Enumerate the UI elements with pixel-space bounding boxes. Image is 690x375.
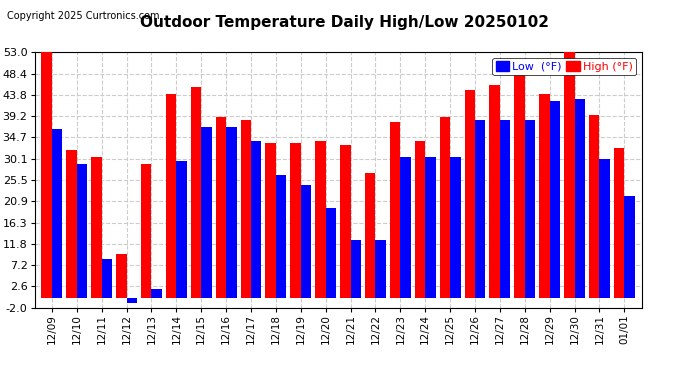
Bar xyxy=(365,173,375,298)
Bar xyxy=(290,143,301,298)
Bar xyxy=(91,157,101,298)
Bar xyxy=(475,120,486,298)
Bar xyxy=(276,176,286,298)
Bar xyxy=(52,129,62,298)
Bar xyxy=(614,147,624,298)
Bar xyxy=(390,122,400,298)
Bar xyxy=(589,115,600,298)
Bar xyxy=(116,254,126,298)
Bar xyxy=(326,208,336,298)
Bar xyxy=(375,240,386,298)
Text: Outdoor Temperature Daily High/Low 20250102: Outdoor Temperature Daily High/Low 20250… xyxy=(141,15,549,30)
Bar xyxy=(425,157,435,298)
Bar xyxy=(489,85,500,298)
Bar xyxy=(152,289,162,298)
Bar xyxy=(539,94,550,298)
Bar xyxy=(126,298,137,303)
Bar xyxy=(301,184,311,298)
Legend: Low  (°F), High (°F): Low (°F), High (°F) xyxy=(493,58,636,75)
Bar xyxy=(524,120,535,298)
Bar xyxy=(177,162,187,298)
Bar xyxy=(351,240,361,298)
Bar xyxy=(216,117,226,298)
Bar xyxy=(315,141,326,298)
Bar xyxy=(450,157,460,298)
Bar xyxy=(340,145,351,298)
Bar xyxy=(226,127,237,298)
Bar xyxy=(500,120,511,298)
Bar xyxy=(415,141,425,298)
Bar xyxy=(400,157,411,298)
Bar xyxy=(77,164,87,298)
Bar xyxy=(550,101,560,298)
Bar xyxy=(66,150,77,298)
Bar xyxy=(464,90,475,298)
Bar xyxy=(575,99,585,298)
Bar xyxy=(624,196,635,298)
Bar xyxy=(251,141,262,298)
Bar xyxy=(266,143,276,298)
Bar xyxy=(564,53,575,298)
Bar xyxy=(514,71,524,298)
Bar xyxy=(41,53,52,298)
Bar xyxy=(141,164,152,298)
Bar xyxy=(440,117,450,298)
Bar xyxy=(241,120,251,298)
Text: Copyright 2025 Curtronics.com: Copyright 2025 Curtronics.com xyxy=(7,11,159,21)
Bar xyxy=(166,94,177,298)
Bar xyxy=(201,127,212,298)
Bar xyxy=(190,87,201,298)
Bar xyxy=(101,259,112,298)
Bar xyxy=(600,159,610,298)
